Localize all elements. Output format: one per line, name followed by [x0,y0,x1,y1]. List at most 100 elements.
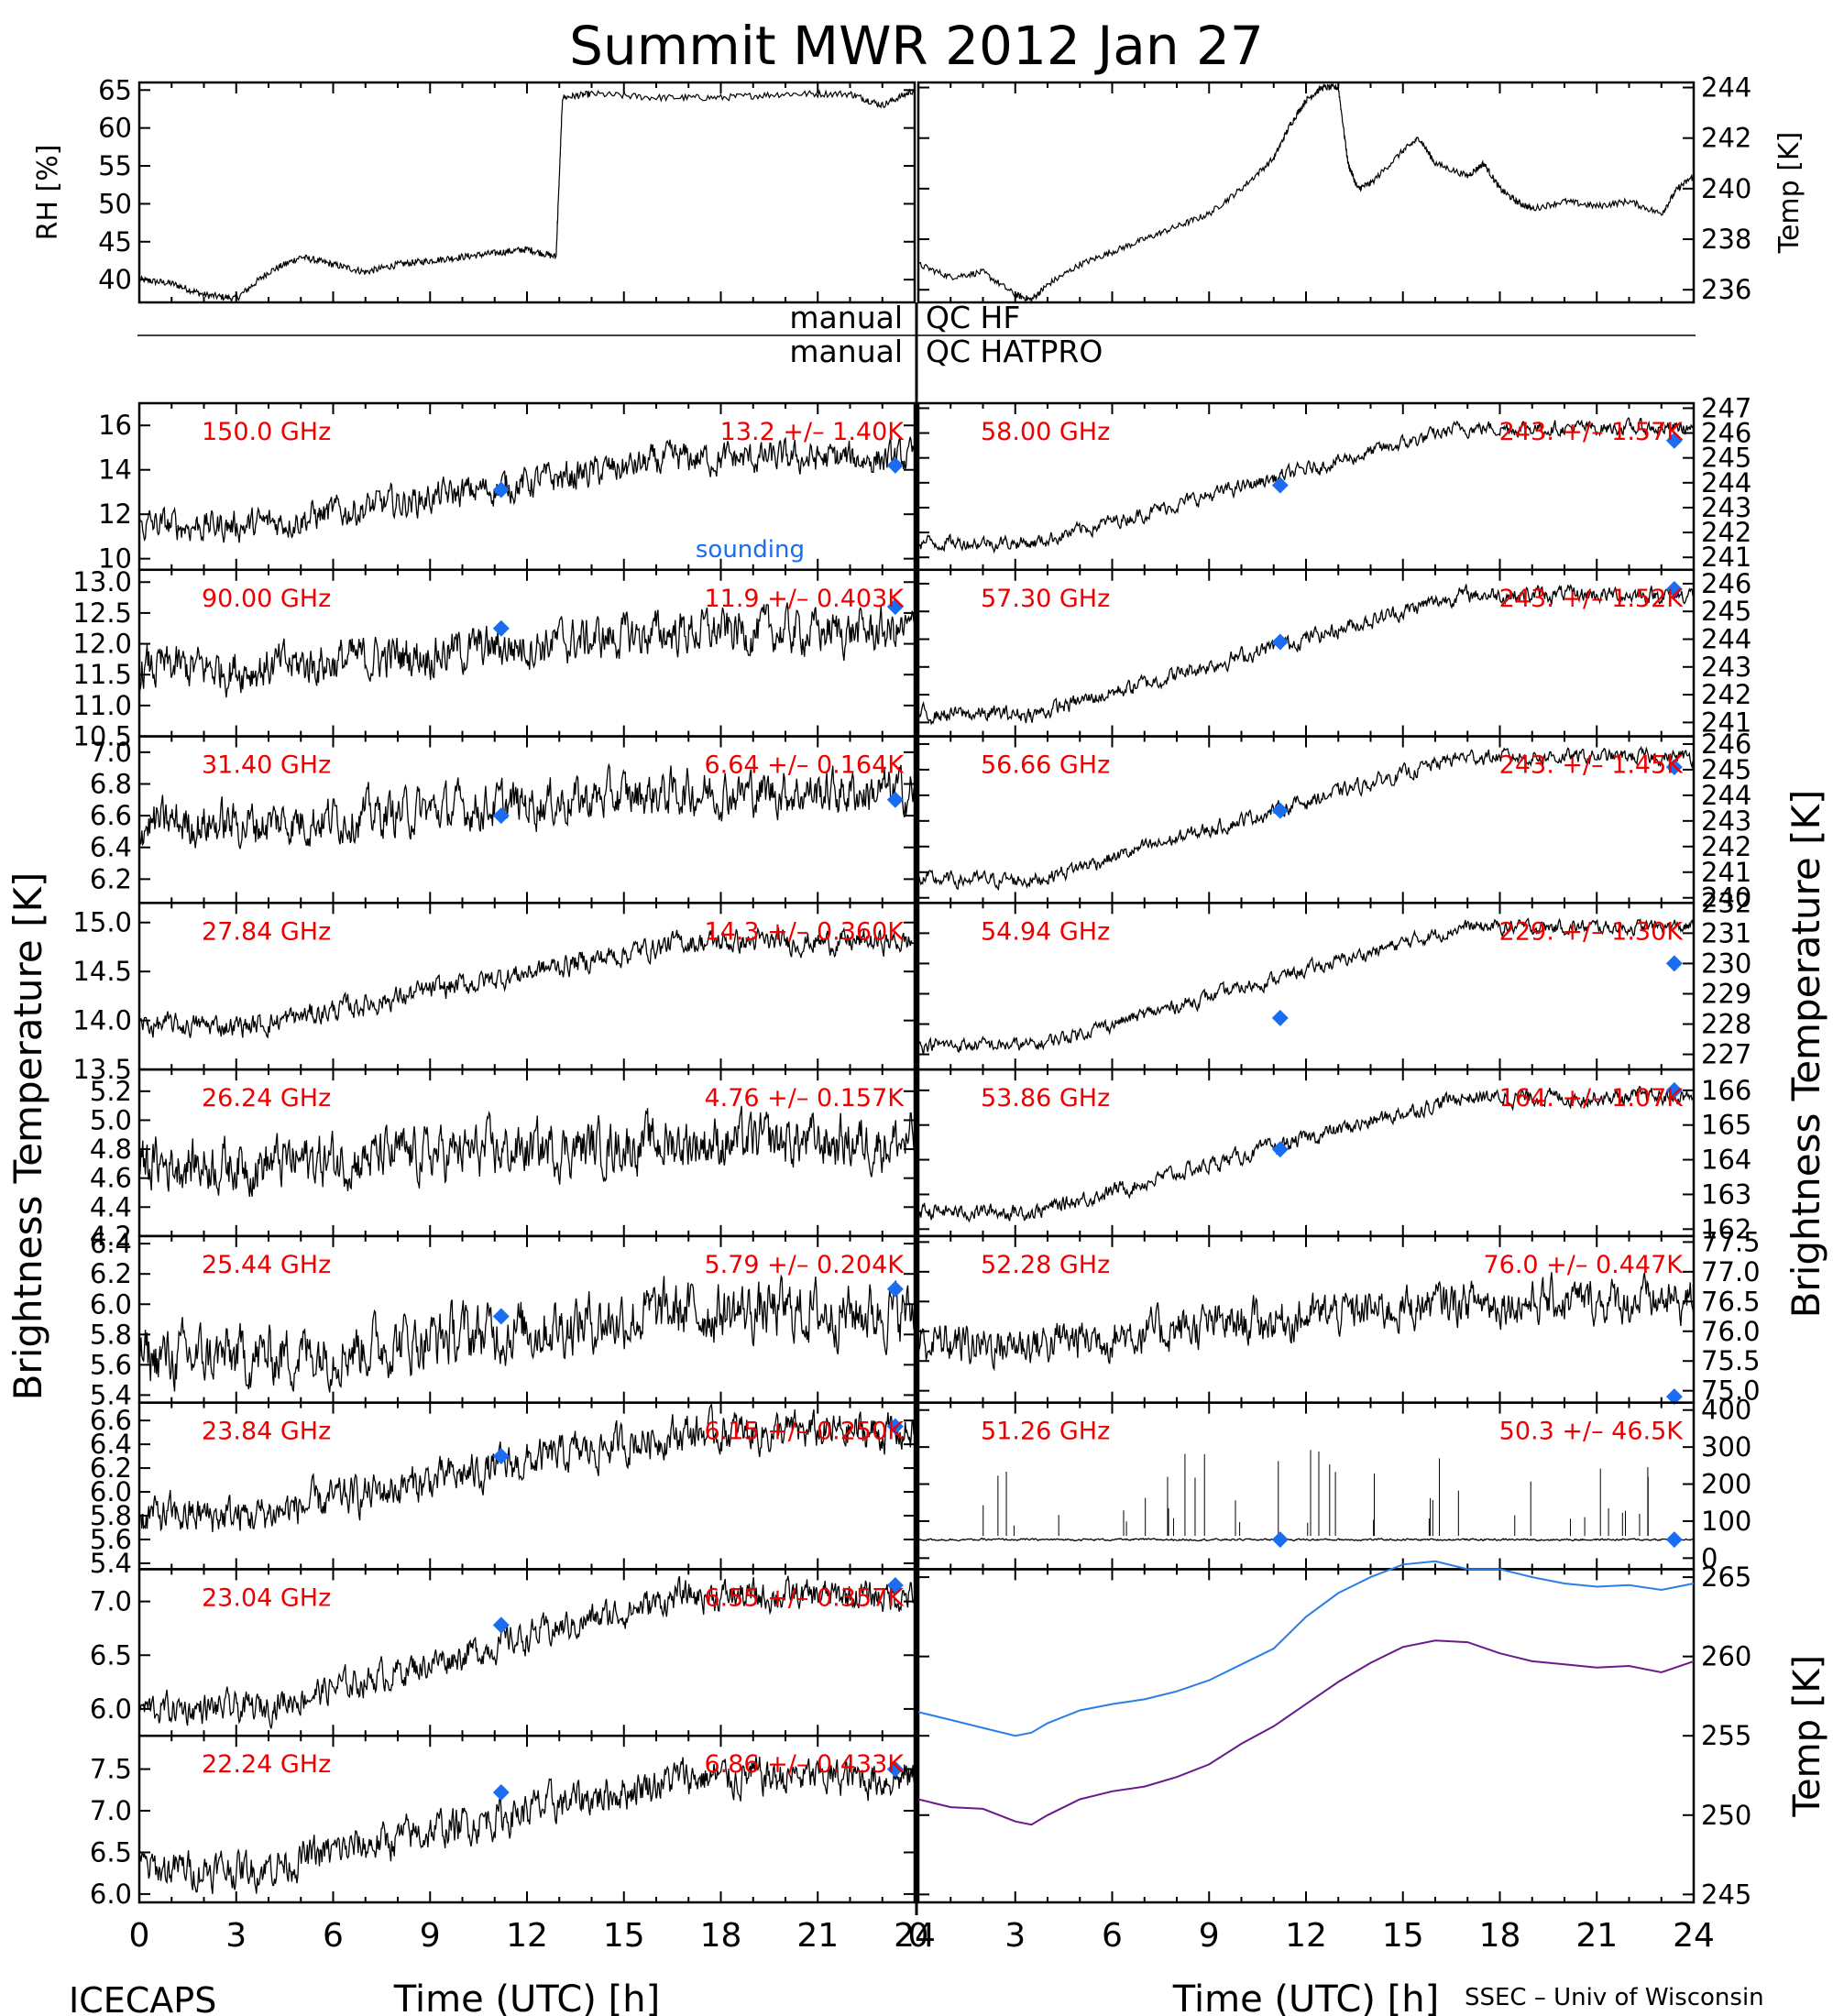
channel-frequency-label: 56.66 GHz [981,751,1110,780]
temp-ytick-label: 236 [1701,274,1751,305]
ch-58.00-ytick-label: 243 [1701,492,1751,523]
ch-23.84-ytick-label: 5.6 [90,1524,132,1555]
series-line-26.24 [138,1105,916,1198]
sounding-marker [886,1280,904,1298]
ch-22.24-ytick-label: 6.0 [90,1879,132,1910]
sounding-marker [492,1448,510,1465]
x-tick-label: 21 [1575,1917,1618,1955]
ch-57.30-ytick-label: 244 [1701,624,1751,655]
ch-25.44-ytick-label: 6.0 [90,1288,132,1320]
chart-title: Summit MWR 2012 Jan 27 [569,15,1264,77]
sounding-marker [1665,1388,1683,1406]
x-tick-label: 9 [1199,1917,1220,1955]
series-line-58.00 [917,417,1695,554]
ch-57.30-ytick-label: 242 [1701,679,1751,710]
qc-hf-left-label: manual [789,300,903,335]
rh-panel: 40 45 50 55 60 65 RH [%] [32,74,916,304]
series-line-22.24 [138,1756,916,1894]
x-tick-label: 9 [420,1917,441,1955]
ch-53.86-ytick-label: 163 [1701,1178,1751,1210]
channel-frequency-label: 150.0 GHz [202,418,331,446]
ch-27.84-ytick-label: 14.5 [72,956,132,987]
ch-25.44-ytick-label: 6.4 [90,1228,132,1259]
ch-31.40-ytick-label: 6.6 [90,800,132,831]
blackbody-ytick-label: 260 [1701,1641,1751,1672]
ch-150.0-ytick-label: 12 [98,499,132,530]
channel-stat-label: 13.2 +/– 1.40K [720,418,906,446]
ch-27.84-ytick-label: 13.5 [72,1054,132,1085]
x-tick-label: 6 [323,1917,344,1955]
ch-23.04-ytick-label: 6.5 [90,1639,132,1671]
temp-ytick-label: 240 [1701,173,1751,204]
ch-26.24-ytick-label: 4.6 [90,1163,132,1194]
series-line-57.30 [917,584,1695,726]
qc-hatpro-left-label: manual [789,334,903,369]
ch-53.86-ytick-label: 166 [1701,1075,1751,1106]
x-axis-left: 0 3 6 9 12 15 18 21 24 [129,1917,936,1955]
ch-22.24-ytick-label: 7.5 [90,1754,132,1785]
sounding-marker [1665,580,1683,597]
ch-90.00-ytick-label: 12.0 [72,629,132,660]
ch-26.24-ytick-label: 5.0 [90,1104,132,1135]
ch-57.30-ytick-label: 243 [1701,652,1751,683]
series-line-150.0 [138,436,916,543]
ch-23.84-ytick-label: 5.4 [90,1548,132,1579]
channel-frequency-label: 57.30 GHz [981,585,1110,613]
blackbody-line-1 [917,1639,1695,1826]
x-tick-label: 24 [894,1917,936,1955]
ch-31.40-ytick-label: 6.4 [90,832,132,863]
sounding-marker [886,1760,904,1778]
channel-frequency-label: 54.94 GHz [981,917,1110,946]
ch-51.26-ytick-label: 400 [1701,1395,1751,1426]
ch-57.30-ytick-label: 246 [1701,568,1751,599]
channel-panel-52.28: 75.075.576.076.577.077.5 52.28 GHz 76.0 +/… [916,1226,1761,1407]
ch-90.00-ytick-label: 11.0 [72,690,132,721]
sounding-marker [1665,955,1683,972]
ch-52.28-ytick-label: 76.5 [1701,1286,1761,1317]
channel-stat-label: 6.86 +/– 0.433K [704,1750,905,1779]
ch-51.26-ytick-label: 300 [1701,1431,1751,1463]
ch-52.28-ytick-label: 75.0 [1701,1375,1761,1407]
x-tick-label: 15 [1382,1917,1424,1955]
sounding-marker [492,1784,510,1802]
channel-stat-label: 76.0 +/– 0.447K [1483,1251,1684,1279]
sounding-marker [886,1577,904,1594]
ch-56.66-ytick-label: 243 [1701,805,1751,837]
channel-frequency-label: 90.00 GHz [202,585,331,613]
ch-52.28-ytick-label: 76.0 [1701,1316,1761,1347]
x-tick-label: 0 [129,1917,150,1955]
channel-stat-label: 6.64 +/– 0.164K [704,751,905,780]
blackbody-line-0 [917,1560,1695,1737]
x-axis-label-right: Time (UTC) [h] [1172,1978,1439,2016]
rh-ytick-label: 50 [98,188,132,219]
temp-ytick-label: 244 [1701,72,1751,104]
rh-ytick-label: 55 [98,150,132,181]
ch-31.40-ytick-label: 6.8 [90,768,132,799]
channel-stat-label: 50.3 +/– 46.5K [1499,1418,1685,1446]
sounding-marker [1271,477,1289,494]
series-line-27.84 [138,926,916,1039]
series-line-54.94 [917,917,1695,1055]
sounding-marker [1665,432,1683,449]
sounding-marker [492,807,510,825]
temp-ytick-label: 242 [1701,123,1751,154]
ch-54.94-ytick-label: 229 [1701,978,1751,1009]
ch-27.84-ytick-label: 15.0 [72,907,132,938]
ch-58.00-ytick-label: 247 [1701,392,1751,423]
channel-stat-label: 243. +/– 1.45K [1499,751,1685,780]
ch-54.94-ytick-label: 231 [1701,917,1751,948]
ch-26.24-ytick-label: 4.8 [90,1134,132,1165]
ch-150.0-ytick-label: 14 [98,455,132,486]
ch-56.66-ytick-label: 246 [1701,729,1751,760]
ch-54.94-ytick-label: 228 [1701,1009,1751,1040]
ch-31.40-ytick-label: 6.2 [90,863,132,894]
sounding-marker [492,1308,510,1325]
ch-23.04-ytick-label: 7.0 [90,1586,132,1617]
channel-panel-26.24: 4.24.44.64.85.05.2 26.24 GHz 4.76 +/– 0.15… [90,1068,916,1252]
x-tick-label: 6 [1102,1917,1123,1955]
rh-ytick-label: 40 [98,264,132,295]
